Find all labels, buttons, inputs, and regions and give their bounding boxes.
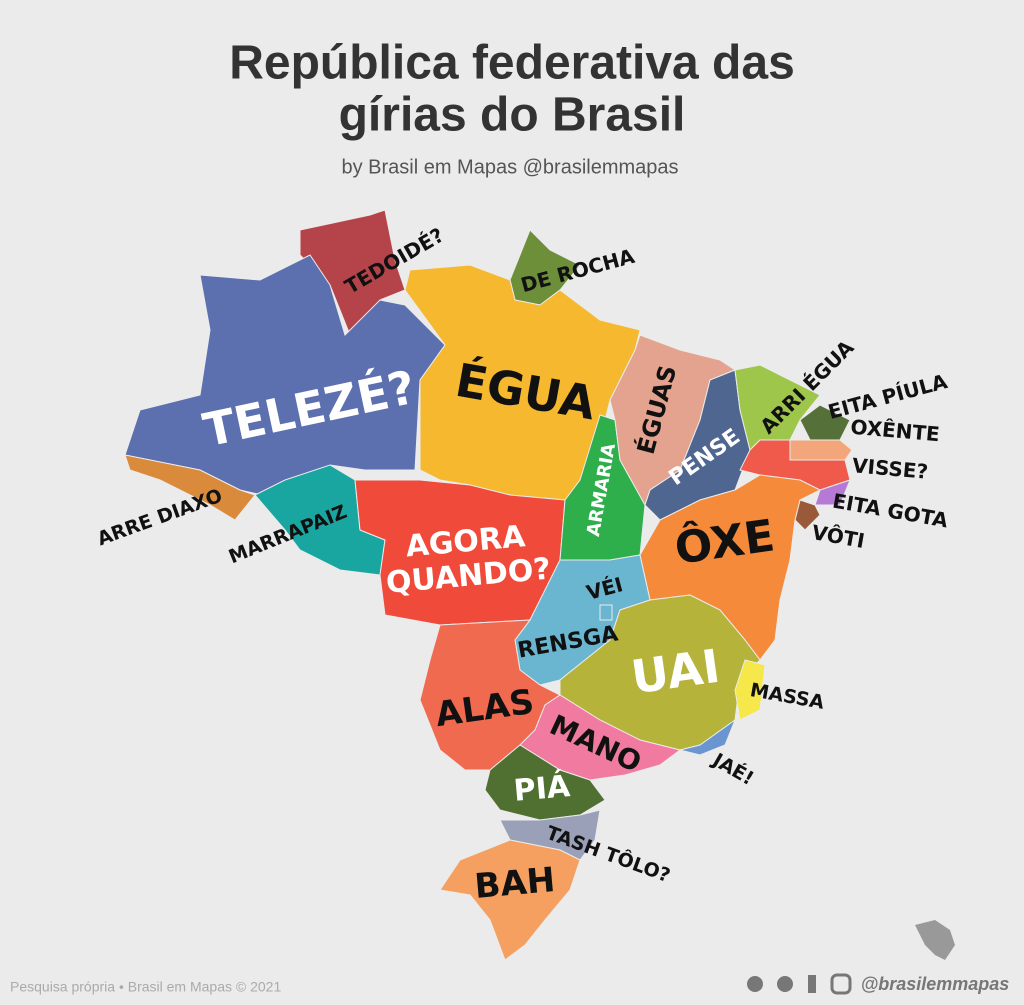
- state-label: PIÁ: [512, 768, 572, 809]
- title: República federativa das: [229, 37, 795, 90]
- source: Pesquisa própria • Brasil em Mapas © 202…: [10, 979, 281, 995]
- social-icons: [747, 973, 852, 995]
- subtitle: by Brasil em Mapas @brasilemmapas: [341, 156, 678, 178]
- state: [679, 718, 737, 756]
- state: [734, 364, 821, 451]
- state: [599, 604, 613, 621]
- state-label: BAH: [473, 860, 557, 907]
- state: [799, 404, 851, 441]
- state: [519, 694, 682, 781]
- state-label: UAI: [628, 639, 723, 705]
- state: [124, 454, 256, 521]
- regions: [124, 209, 853, 961]
- state: [814, 479, 851, 506]
- title: gírias do Brasil: [339, 89, 686, 142]
- state: [124, 254, 446, 501]
- state: [439, 839, 581, 961]
- logo: [915, 920, 955, 960]
- handle: @brasilemmapas: [861, 974, 1010, 994]
- state: [789, 439, 853, 461]
- state: [484, 744, 606, 821]
- state: [734, 659, 766, 721]
